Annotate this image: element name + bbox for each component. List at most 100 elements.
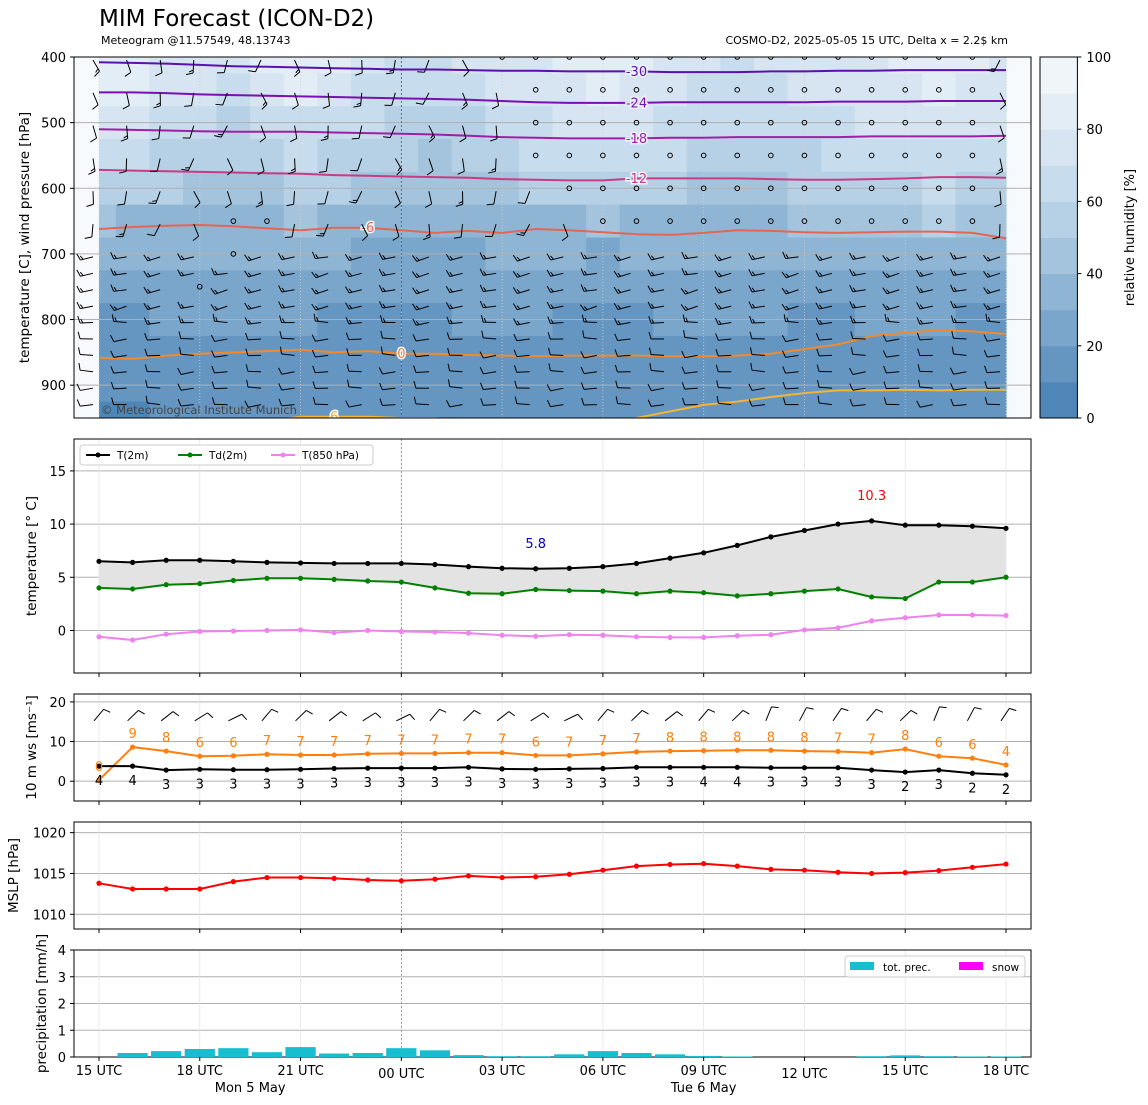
gust-line-point xyxy=(197,753,203,759)
isotherm-line xyxy=(99,91,1006,104)
wind-speed-line-point xyxy=(96,763,102,769)
wind-barb-shaft xyxy=(550,305,564,310)
calm-wind-marker xyxy=(835,119,841,126)
wind-barb-flag xyxy=(192,235,199,242)
precip-legend-swatch xyxy=(850,962,874,970)
wind-barb-shaft xyxy=(449,305,463,310)
wind-speed-line-point xyxy=(297,766,304,772)
calm-wind-marker xyxy=(633,152,640,159)
humidity-cell xyxy=(115,204,150,239)
wind-barb-flag xyxy=(413,381,417,389)
wind-barb-flag xyxy=(415,320,420,325)
wind-barb-shaft xyxy=(550,370,564,373)
wind-barb-shaft xyxy=(156,158,161,172)
wind-barb-shaft xyxy=(651,305,665,309)
wind-barb-flag xyxy=(114,317,117,322)
wind-speed-line-point xyxy=(633,764,640,770)
gust-value-label: 8 xyxy=(733,730,741,745)
humidity-cell xyxy=(518,401,554,418)
wind-barb-shaft xyxy=(751,404,765,407)
wind-barb-flag xyxy=(278,285,283,293)
wind-barb-shaft xyxy=(819,289,833,294)
wind-barb-flag xyxy=(110,381,115,390)
wind-barb-flag xyxy=(315,273,319,278)
wind-barb-flag xyxy=(389,69,394,72)
calm-wind-marker xyxy=(700,119,707,126)
wind-barb-flag xyxy=(80,318,84,324)
mslp-line-point xyxy=(465,873,472,879)
temperature-panel-frame xyxy=(73,438,1032,674)
wind-barb-flag xyxy=(145,380,148,388)
gust-value-label: 0 xyxy=(95,760,103,775)
wind-barb-flag xyxy=(513,318,518,326)
wind-barb-flag xyxy=(211,268,215,276)
wind-barb-shaft xyxy=(281,272,295,277)
calm-wind-marker xyxy=(667,185,673,192)
wind-barb-flag xyxy=(647,399,652,407)
wind-barb-flag xyxy=(445,302,451,310)
wind-barb-shaft xyxy=(348,404,362,408)
wind-barb-flag xyxy=(715,364,719,372)
humidity-cell xyxy=(888,401,923,418)
colorbar-band xyxy=(1040,57,1078,94)
wind-barb-flag xyxy=(103,708,111,713)
wind-barb-flag xyxy=(378,268,383,276)
wind-barb-shaft xyxy=(886,338,900,342)
wind-barb-flag xyxy=(852,271,857,276)
humidity-cell xyxy=(350,57,386,75)
wind-barb-flag xyxy=(278,269,283,277)
mslp-line-point xyxy=(835,869,841,875)
wind-barb-shaft xyxy=(718,272,732,278)
calm-wind-marker xyxy=(969,87,976,93)
wind-barb-shaft xyxy=(631,710,643,722)
wind-barb-flag xyxy=(430,134,434,139)
wind-barb-flag xyxy=(749,315,753,324)
wind-barb-shaft xyxy=(80,387,94,391)
wind-barb-flag xyxy=(849,252,854,260)
gust-line-point xyxy=(465,750,472,756)
time-tick-label: 21 UTC xyxy=(277,1064,323,1079)
precip-bar xyxy=(688,1055,719,1057)
gust-value-label: 8 xyxy=(767,730,775,745)
wind-speed-line xyxy=(99,765,1007,776)
mslp-line-point xyxy=(230,879,236,885)
wind-barb-flag xyxy=(423,236,431,241)
calm-wind-marker xyxy=(969,185,976,192)
humidity-cell xyxy=(821,401,856,418)
wind-barb-shaft xyxy=(194,712,208,722)
td2m-line-point xyxy=(902,595,908,602)
wind-barb-flag xyxy=(782,397,786,405)
wind-speed-line-point xyxy=(566,766,572,772)
wind-speed-value-label: 2 xyxy=(901,780,909,795)
wind-barb-flag xyxy=(950,284,954,292)
humidity-cell xyxy=(250,401,285,418)
wind-barb-flag xyxy=(917,364,921,372)
wind-barb-flag xyxy=(986,272,991,277)
wind-barb-shaft xyxy=(147,289,161,294)
wind-barb-shaft xyxy=(684,272,698,276)
wind-barb-shaft xyxy=(987,305,1001,311)
wind-barb-flag xyxy=(919,288,924,293)
wind-barb-shaft xyxy=(685,305,698,311)
wind-barb-flag xyxy=(483,317,487,323)
wind-barb-shaft xyxy=(449,322,463,325)
wind-barb-flag xyxy=(781,287,787,295)
wind-barb-flag xyxy=(311,303,317,311)
temperature-panel-ytick-label: 5 xyxy=(58,571,66,586)
wind-barb-flag xyxy=(607,708,615,713)
wind-barb-flag xyxy=(983,350,988,358)
t2m-line-point xyxy=(869,518,875,524)
calm-wind-marker xyxy=(230,251,237,257)
calm-wind-marker xyxy=(230,218,237,224)
td2m-line-point xyxy=(869,594,875,600)
humidity-cell xyxy=(854,335,890,370)
wind-barb-flag xyxy=(215,317,218,322)
wind-barb-flag xyxy=(278,398,283,406)
wind-barb-shaft xyxy=(424,59,430,73)
gust-line-point xyxy=(398,750,404,757)
wind-speed-line-point xyxy=(936,767,942,773)
wind-barb-flag xyxy=(580,284,585,292)
t2m-line-point xyxy=(398,560,404,567)
wind-barb-shaft xyxy=(394,223,400,237)
colorbar-frame xyxy=(1039,56,1078,419)
